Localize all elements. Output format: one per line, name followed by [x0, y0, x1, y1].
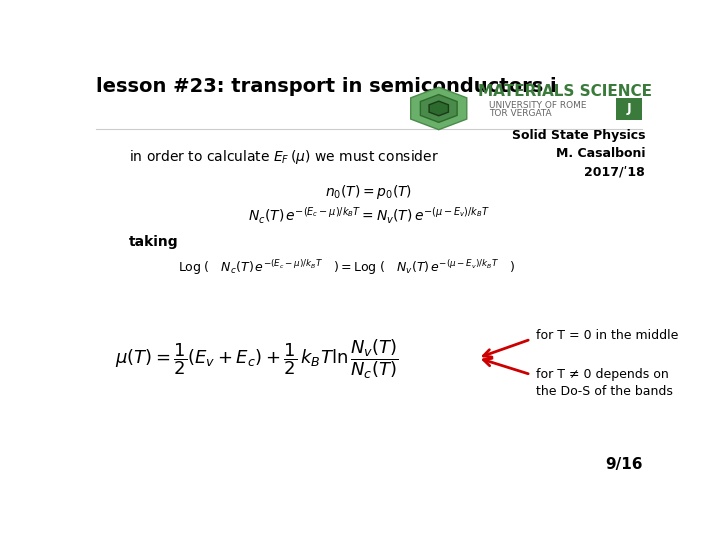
FancyArrowPatch shape: [483, 340, 528, 357]
Polygon shape: [429, 101, 449, 116]
Text: TOR VERGATA: TOR VERGATA: [489, 109, 552, 118]
Text: Solid State Physics
M. Casalboni
2017/ʹ18: Solid State Physics M. Casalboni 2017/ʹ1…: [512, 129, 645, 178]
Text: for T = 0 in the middle: for T = 0 in the middle: [536, 329, 679, 342]
Text: $N_c(T)\,e^{-(E_c-\mu)/k_BT} = N_v(T)\,e^{-(\mu-E_v)/k_BT}$: $N_c(T)\,e^{-(E_c-\mu)/k_BT} = N_v(T)\,e…: [248, 206, 490, 226]
Text: $\mathrm{Log}\;(\quad N_c(T)\,e^{-(E_c-\mu)/k_BT}\quad) = \mathrm{Log}\;(\quad N: $\mathrm{Log}\;(\quad N_c(T)\,e^{-(E_c-\…: [179, 258, 515, 277]
FancyArrowPatch shape: [483, 359, 528, 374]
Text: lesson #23: transport in semiconductors i: lesson #23: transport in semiconductors …: [96, 77, 557, 96]
Polygon shape: [410, 87, 467, 130]
Text: J: J: [626, 103, 631, 116]
Text: $n_0(T) = p_0(T)$: $n_0(T) = p_0(T)$: [325, 183, 413, 201]
Text: MATERIALS SCIENCE: MATERIALS SCIENCE: [478, 84, 652, 98]
Text: for T ≠ 0 depends on
the Do­S of the bands: for T ≠ 0 depends on the Do­S of the ban…: [536, 368, 673, 399]
Text: 9/16: 9/16: [605, 457, 642, 472]
Text: $\mu(T) = \dfrac{1}{2}(E_v + E_c) + \dfrac{1}{2}\,k_BT\ln\dfrac{N_v(T)}{N_c(T)}$: $\mu(T) = \dfrac{1}{2}(E_v + E_c) + \dfr…: [115, 337, 400, 381]
FancyBboxPatch shape: [616, 98, 642, 120]
Polygon shape: [420, 94, 457, 123]
Text: UNIVERSITY OF ROME: UNIVERSITY OF ROME: [489, 101, 587, 110]
Text: taking: taking: [129, 235, 179, 249]
Text: in order to calculate $E_F\,(\mu)$ we must consider: in order to calculate $E_F\,(\mu)$ we mu…: [129, 148, 439, 166]
